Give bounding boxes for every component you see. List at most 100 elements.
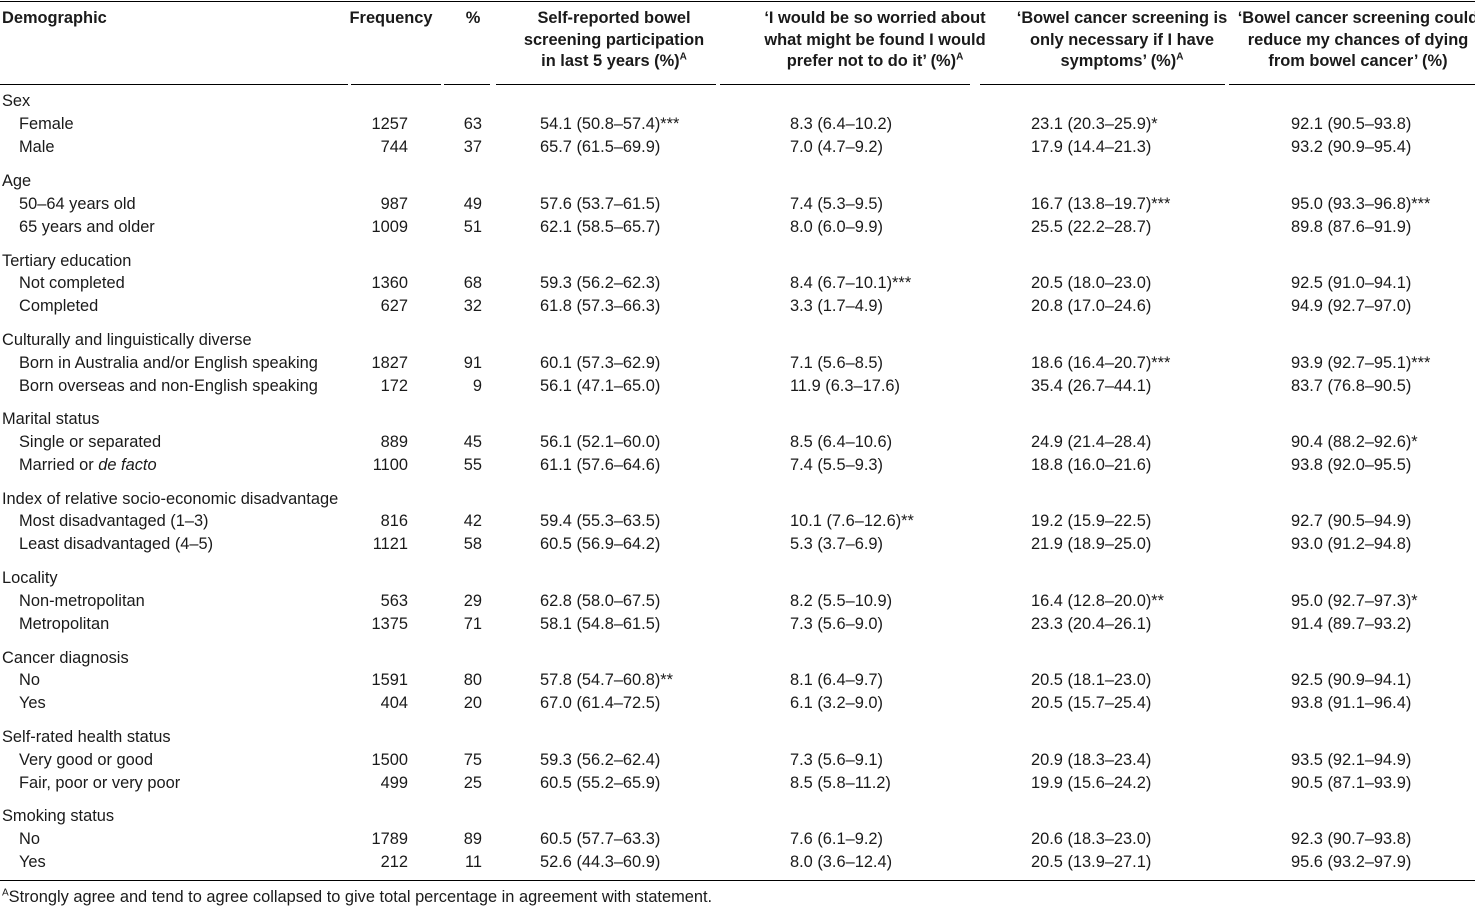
percent-cell: 58: [463, 535, 482, 553]
participation-cell: 61.1 (57.6–64.6): [540, 456, 661, 474]
worried-cell: 8.0 (6.0–9.9): [790, 218, 883, 236]
reduce-chances-cell: 94.9 (92.7–97.0): [1291, 297, 1412, 315]
participation-cell: 67.0 (61.4–72.5): [540, 694, 661, 712]
percent-cell: 51: [463, 218, 482, 236]
reduce-chances-cell: 93.0 (91.2–94.8): [1291, 535, 1412, 553]
header-worried: ‘I would be so worried about what might …: [764, 9, 986, 70]
group-label: Age: [2, 172, 32, 190]
worried-cell: 7.1 (5.6–8.5): [790, 354, 883, 372]
symptoms-cell: 20.5 (13.9–27.1): [1031, 853, 1152, 871]
frequency-cell: 172: [380, 377, 408, 395]
symptoms-cell: 16.7 (13.8–19.7)***: [1031, 195, 1171, 213]
row-label: Yes: [19, 853, 46, 871]
reduce-chances-cell: 90.4 (88.2–92.6)*: [1291, 433, 1418, 451]
frequency-cell: 744: [380, 138, 408, 156]
reduce-chances-cell: 92.5 (91.0–94.1): [1291, 274, 1412, 292]
table-row: 65 years and older 1009 51 62.1 (58.5–65.7)…: [0, 216, 1475, 238]
group-label: Cancer diagnosis: [2, 649, 129, 667]
footnote: AStrongly agree and tend to agree collap…: [2, 887, 713, 906]
reduce-chances-cell: 90.5 (87.1–93.9): [1291, 774, 1412, 792]
table-row: Very good or good 1500 75 59.3 (56.2–62.4) 7…: [0, 749, 1475, 771]
table-row: Least disadvantaged (4–5) 1121 58 60.5 (56.…: [0, 533, 1475, 555]
table-row: Fair, poor or very poor 499 25 60.5 (55.2–6…: [0, 772, 1475, 794]
group-label: Tertiary education: [2, 252, 132, 270]
frequency-cell: 212: [380, 853, 408, 871]
symptoms-cell: 23.3 (20.4–26.1): [1031, 615, 1152, 633]
participation-cell: 65.7 (61.5–69.9): [540, 138, 661, 156]
participation-cell: 59.4 (55.3–63.5): [540, 512, 661, 530]
reduce-chances-cell: 95.0 (93.3–96.8)***: [1291, 195, 1431, 213]
reduce-chances-cell: 83.7 (76.8–90.5): [1291, 377, 1412, 395]
group-heading-row: Smoking status: [0, 805, 1475, 827]
symptoms-cell: 20.5 (18.0–23.0): [1031, 274, 1152, 292]
symptoms-cell: 17.9 (14.4–21.3): [1031, 138, 1152, 156]
table-row: Not completed 1360 68 59.3 (56.2–62.3) 8.4 (…: [0, 272, 1475, 294]
participation-cell: 61.8 (57.3–66.3): [540, 297, 661, 315]
table-row: Completed 627 32 61.8 (57.3–66.3) 3.3 (1.7–4…: [0, 295, 1475, 317]
reduce-chances-cell: 89.8 (87.6–91.9): [1291, 218, 1412, 236]
percent-cell: 75: [463, 751, 482, 769]
group-label: Sex: [2, 92, 31, 110]
worried-cell: 7.6 (6.1–9.2): [790, 830, 883, 848]
header-percent: %: [465, 9, 481, 27]
header-demographic: Demographic: [2, 9, 107, 27]
percent-cell: 71: [463, 615, 482, 633]
symptoms-cell: 23.1 (20.3–25.9)*: [1031, 115, 1158, 133]
group-heading-row: Locality: [0, 567, 1475, 589]
row-label: Least disadvantaged (4–5): [19, 535, 214, 553]
reduce-chances-cell: 92.1 (90.5–93.8): [1291, 115, 1412, 133]
reduce-chances-cell: 93.9 (92.7–95.1)***: [1291, 354, 1431, 372]
frequency-cell: 404: [380, 694, 408, 712]
worried-cell: 11.9 (6.3–17.6): [790, 377, 900, 395]
participation-cell: 60.5 (57.7–63.3): [540, 830, 661, 848]
percent-cell: 37: [463, 138, 482, 156]
percent-cell: 80: [463, 671, 482, 689]
percent-cell: 63: [463, 115, 482, 133]
reduce-chances-cell: 91.4 (89.7–93.2): [1291, 615, 1412, 633]
header-symptoms: ‘Bowel cancer screening is only necessar…: [1016, 9, 1228, 70]
table-row: Yes 212 11 52.6 (44.3–60.9) 8.0 (3.6–12.4) 20…: [0, 851, 1475, 873]
worried-cell: 8.3 (6.4–10.2): [790, 115, 893, 133]
participation-cell: 59.3 (56.2–62.4): [540, 751, 661, 769]
table-row: Married or de facto 1100 55 61.1 (57.6–64.6…: [0, 454, 1475, 476]
percent-cell: 25: [463, 774, 482, 792]
symptoms-cell: 16.4 (12.8–20.0)**: [1031, 592, 1165, 610]
frequency-cell: 1257: [371, 115, 408, 133]
percent-cell: 89: [463, 830, 482, 848]
worried-cell: 8.1 (6.4–9.7): [790, 671, 883, 689]
worried-cell: 7.4 (5.5–9.3): [790, 456, 883, 474]
header-underline: [980, 84, 1225, 85]
table-row: Born overseas and non-English speaking 17…: [0, 375, 1475, 397]
symptoms-cell: 25.5 (22.2–28.7): [1031, 218, 1152, 236]
table-row: No 1789 89 60.5 (57.7–63.3) 7.6 (6.1–9.2) 20.…: [0, 828, 1475, 850]
table-row: Non-metropolitan 563 29 62.8 (58.0–67.5) 8.2…: [0, 590, 1475, 612]
worried-cell: 8.5 (6.4–10.6): [790, 433, 893, 451]
symptoms-cell: 20.5 (15.7–25.4): [1031, 694, 1152, 712]
frequency-cell: 1827: [371, 354, 408, 372]
header-reduce-chances: ‘Bowel cancer screening could reduce my …: [1237, 9, 1475, 70]
percent-cell: 45: [463, 433, 482, 451]
worried-cell: 8.0 (3.6–12.4): [790, 853, 893, 871]
symptoms-cell: 19.2 (15.9–22.5): [1031, 512, 1152, 530]
row-label: Completed: [19, 297, 99, 315]
group-heading-row: Marital status: [0, 408, 1475, 430]
symptoms-cell: 19.9 (15.6–24.2): [1031, 774, 1152, 792]
group-heading-row: Culturally and linguistically diverse: [0, 329, 1475, 351]
reduce-chances-cell: 93.8 (92.0–95.5): [1291, 456, 1412, 474]
reduce-chances-cell: 92.3 (90.7–93.8): [1291, 830, 1412, 848]
frequency-cell: 816: [380, 512, 408, 530]
table-row: Yes 404 20 67.0 (61.4–72.5) 6.1 (3.2–9.0) 20.…: [0, 692, 1475, 714]
symptoms-cell: 35.4 (26.7–44.1): [1031, 377, 1152, 395]
symptoms-cell: 24.9 (21.4–28.4): [1031, 433, 1152, 451]
percent-cell: 9: [472, 377, 482, 395]
reduce-chances-cell: 95.6 (93.2–97.9): [1291, 853, 1412, 871]
participation-cell: 54.1 (50.8–57.4)***: [540, 115, 680, 133]
header-underline: [1229, 84, 1475, 85]
reduce-chances-cell: 93.2 (90.9–95.4): [1291, 138, 1412, 156]
percent-cell: 91: [463, 354, 482, 372]
group-label: Marital status: [2, 410, 100, 428]
participation-cell: 60.1 (57.3–62.9): [540, 354, 661, 372]
row-label: Born in Australia and/or English speakin…: [19, 354, 318, 372]
symptoms-cell: 20.5 (18.1–23.0): [1031, 671, 1152, 689]
percent-cell: 55: [463, 456, 482, 474]
